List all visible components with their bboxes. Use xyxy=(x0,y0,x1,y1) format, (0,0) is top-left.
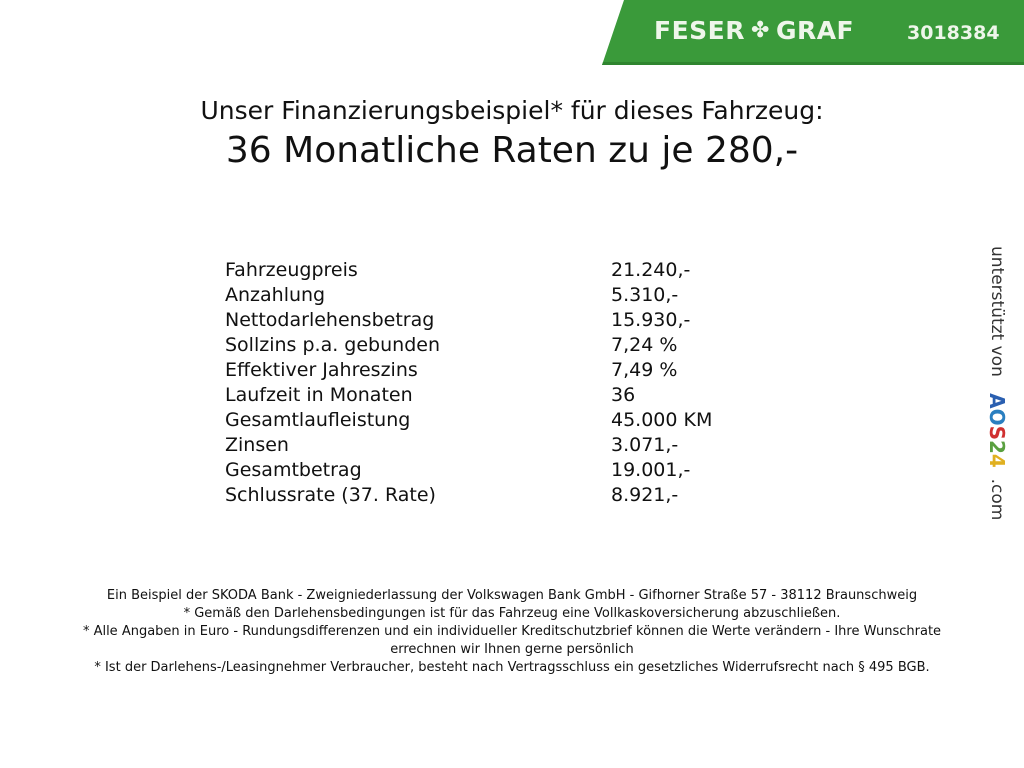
table-row: Laufzeit in Monaten 36 xyxy=(225,383,712,408)
table-row: Gesamtlaufleistung 45.000 KM xyxy=(225,408,712,433)
finance-heading: Unser Finanzierungsbeispiel* für dieses … xyxy=(200,96,824,125)
logo-letter: 2 xyxy=(985,439,1009,454)
aos24-credit: unterstützt von AOS24 .com xyxy=(985,246,1009,520)
row-label: Effektiver Jahreszins xyxy=(225,359,418,381)
row-value: 8.921,- xyxy=(611,484,679,506)
table-row: Nettodarlehensbetrag 15.930,- xyxy=(225,308,712,333)
row-value: 45.000 KM xyxy=(611,409,713,431)
row-label: Nettodarlehensbetrag xyxy=(225,309,435,331)
row-label: Sollzins p.a. gebunden xyxy=(225,334,440,356)
row-value: 21.240,- xyxy=(611,259,691,281)
logo-letter: O xyxy=(985,408,1009,426)
brand-name: FESER xyxy=(654,16,745,45)
row-label: Anzahlung xyxy=(225,284,326,306)
row-value: 19.001,- xyxy=(611,459,691,481)
row-label: Zinsen xyxy=(225,434,289,456)
table-row: Gesamtbetrag 19.001,- xyxy=(225,458,712,483)
side-prefix: unterstützt von xyxy=(987,246,1007,377)
disclaimer-insurance: * Gemäß den Darlehensbedingungen ist für… xyxy=(183,606,841,621)
table-row: Fahrzeugpreis 21.240,- xyxy=(225,258,712,283)
row-value: 5.310,- xyxy=(611,284,679,306)
logo-letter: A xyxy=(985,393,1009,409)
aos24-logo: AOS24 xyxy=(985,393,1009,468)
vehicle-id: 3018384 xyxy=(907,22,1000,44)
table-row: Zinsen 3.071,- xyxy=(225,433,712,458)
row-label: Gesamtbetrag xyxy=(225,459,362,481)
header-banner xyxy=(602,0,1024,65)
row-label: Gesamtlaufleistung xyxy=(225,409,411,431)
logo-letter: 4 xyxy=(985,453,1009,468)
row-value: 3.071,- xyxy=(611,434,679,456)
row-label: Laufzeit in Monaten xyxy=(225,384,413,406)
monthly-rate-heading: 36 Monatliche Raten zu je 280,- xyxy=(225,130,799,171)
logo-letter: S xyxy=(985,425,1009,440)
table-row: Anzahlung 5.310,- xyxy=(225,283,712,308)
row-value: 36 xyxy=(611,384,636,406)
table-row: Sollzins p.a. gebunden 7,24 % xyxy=(225,333,712,358)
finance-table: Fahrzeugpreis 21.240,- Anzahlung 5.310,- N… xyxy=(225,258,712,508)
feser-graf-logo: FESER ✤ GRAF xyxy=(654,16,854,45)
brand-name-2: GRAF xyxy=(775,16,855,45)
row-label: Schlussrate (37. Rate) xyxy=(225,484,436,506)
row-value: 15.930,- xyxy=(611,309,691,331)
table-row: Effektiver Jahreszins 7,49 % xyxy=(225,358,712,383)
clover-icon: ✤ xyxy=(751,18,770,43)
side-suffix: .com xyxy=(987,478,1007,521)
row-value: 7,24 % xyxy=(611,334,678,356)
disclaimer-euro: * Alle Angaben in Euro - Rundungsdiffere… xyxy=(82,624,942,657)
disclaimer: Ein Beispiel der SKODA Bank - Zweigniede… xyxy=(50,587,974,677)
disclaimer-bank: Ein Beispiel der SKODA Bank - Zweigniede… xyxy=(106,588,918,603)
table-row: Schlussrate (37. Rate) 8.921,- xyxy=(225,483,712,508)
disclaimer-revocation: * Ist der Darlehens-/Leasingnehmer Verbr… xyxy=(94,660,930,675)
row-value: 7,49 % xyxy=(611,359,678,381)
row-label: Fahrzeugpreis xyxy=(225,259,358,281)
